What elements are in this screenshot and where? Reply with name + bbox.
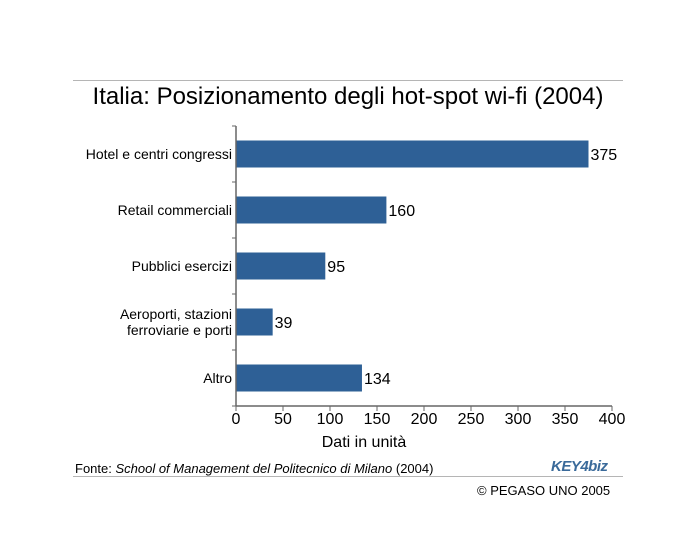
copyright-note: © PEGASO UNO 2005 <box>477 483 611 498</box>
data-label: 375 <box>591 147 618 164</box>
category-label: Altro <box>203 370 232 386</box>
source-prefix: Fonte: <box>75 461 116 476</box>
x-tick-label: 400 <box>599 411 626 428</box>
x-tick-label: 100 <box>317 411 344 428</box>
category-label-line: Altro <box>203 370 232 386</box>
axes <box>232 125 613 411</box>
x-axis-label: Dati in unità <box>322 434 407 451</box>
x-tick-label: 200 <box>411 411 438 428</box>
bar <box>236 140 589 168</box>
bar <box>236 252 326 280</box>
category-label-line: Hotel e centri congressi <box>86 146 232 162</box>
x-tick-labels: 0 50 100 150 200 250 300 350 400 <box>232 411 626 428</box>
chart-title: Italia: Posizionamento degli hot-spot wi… <box>92 83 604 110</box>
bar <box>236 364 362 392</box>
x-tick-label: 300 <box>505 411 532 428</box>
category-labels: Hotel e centri congressi Retail commercia… <box>86 146 233 386</box>
x-tick-label: 350 <box>552 411 579 428</box>
bar <box>236 196 387 224</box>
category-label: Aeroporti, stazioni ferroviarie e porti <box>120 306 232 338</box>
category-label: Pubblici esercizi <box>132 258 232 274</box>
category-label-line: Retail commerciali <box>118 202 232 218</box>
logo-text: KEY4biz <box>551 458 608 475</box>
top-divider <box>73 80 623 81</box>
x-tick-label: 150 <box>364 411 391 428</box>
data-label: 95 <box>327 259 345 276</box>
data-label: 134 <box>364 371 391 388</box>
category-label-line: Aeroporti, stazioni <box>120 306 232 322</box>
source-suffix: (2004) <box>392 461 434 476</box>
key4biz-logo: KEY4biz <box>551 458 623 475</box>
x-tick-label: 0 <box>232 411 241 428</box>
data-labels: 375 160 95 39 134 <box>275 147 618 388</box>
x-tick-label: 250 <box>458 411 485 428</box>
data-label: 39 <box>275 315 293 332</box>
bar <box>236 308 273 336</box>
category-label-line: ferroviarie e porti <box>127 322 232 338</box>
category-label-line: Pubblici esercizi <box>132 258 232 274</box>
x-tick-label: 50 <box>274 411 292 428</box>
source-note: Fonte: School of Management del Politecn… <box>75 461 433 476</box>
bottom-divider <box>73 476 623 477</box>
category-label: Retail commerciali <box>118 202 232 218</box>
category-label: Hotel e centri congressi <box>86 146 232 162</box>
source-name: School of Management del Politecnico di … <box>115 461 393 476</box>
bars-layer <box>236 140 589 392</box>
data-label: 160 <box>388 203 415 220</box>
